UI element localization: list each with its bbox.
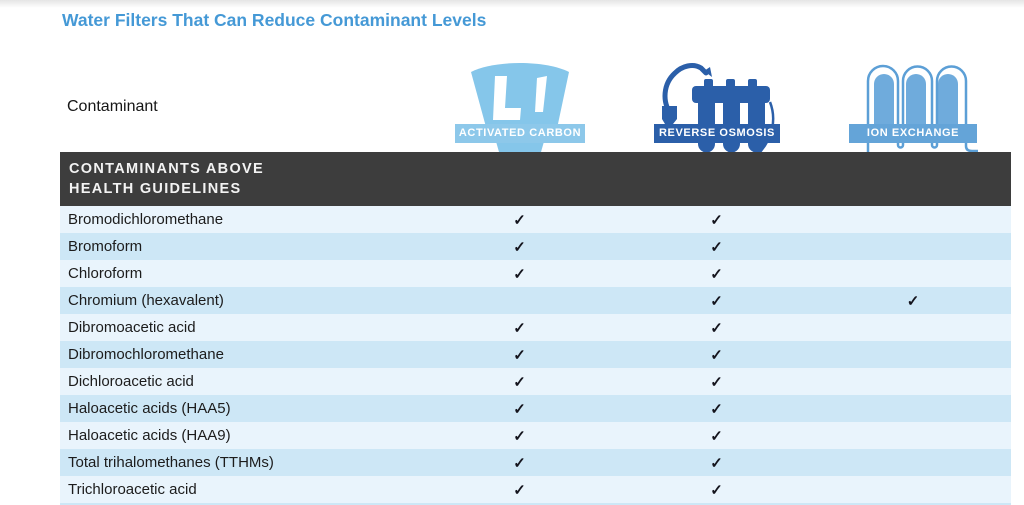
check-activated-carbon: ✓: [513, 319, 526, 337]
section-header-line2: HEALTH GUIDELINES: [69, 181, 242, 197]
check-reverse-osmosis: ✓: [710, 319, 723, 337]
check-activated-carbon: ✓: [513, 211, 526, 229]
contaminant-name: Bromodichloromethane: [68, 211, 224, 228]
section-header: CONTAMINANTS ABOVE HEALTH GUIDELINES: [60, 152, 1011, 206]
table-row: Chromium (hexavalent) ✓ ✓: [60, 287, 1011, 314]
contaminant-name: Dichloroacetic acid: [68, 373, 194, 390]
contaminant-column-header: Contaminant: [67, 98, 158, 115]
contaminant-name: Trichloroacetic acid: [68, 481, 197, 498]
contaminant-name: Dibromochloromethane: [68, 346, 224, 363]
reverse-osmosis-icon: [648, 58, 786, 160]
check-reverse-osmosis: ✓: [710, 454, 723, 472]
check-reverse-osmosis: ✓: [710, 481, 723, 499]
check-activated-carbon: ✓: [513, 265, 526, 283]
table-row: Haloacetic acids (HAA9) ✓ ✓: [60, 422, 1011, 449]
table-row: Trichloroacetic acid ✓ ✓: [60, 476, 1011, 503]
top-shadow: [0, 0, 1024, 8]
check-activated-carbon: ✓: [513, 346, 526, 364]
table-row: Haloacetic acids (HAA5) ✓ ✓: [60, 395, 1011, 422]
contaminant-name: Haloacetic acids (HAA9): [68, 427, 231, 444]
table-row: Bromoform ✓ ✓: [60, 233, 1011, 260]
table-row: Dibromochloromethane ✓ ✓: [60, 341, 1011, 368]
contaminant-name: Haloacetic acids (HAA5): [68, 400, 231, 417]
check-reverse-osmosis: ✓: [710, 373, 723, 391]
ion-exchange-banner: ION EXCHANGE: [849, 124, 977, 143]
table-row: Chloroform ✓ ✓: [60, 260, 1011, 287]
table-row: Dibromoacetic acid ✓ ✓: [60, 314, 1011, 341]
reverse-osmosis-banner: REVERSE OSMOSIS: [654, 124, 780, 143]
check-activated-carbon: ✓: [513, 400, 526, 418]
contaminant-name: Dibromoacetic acid: [68, 319, 196, 336]
check-activated-carbon: ✓: [513, 238, 526, 256]
check-activated-carbon: ✓: [513, 454, 526, 472]
table-row: Bromodichloromethane ✓ ✓: [60, 206, 1011, 233]
check-reverse-osmosis: ✓: [710, 346, 723, 364]
check-reverse-osmosis: ✓: [710, 400, 723, 418]
table-row: Total trihalomethanes (TTHMs) ✓ ✓: [60, 449, 1011, 476]
check-reverse-osmosis: ✓: [710, 292, 723, 310]
check-reverse-osmosis: ✓: [710, 265, 723, 283]
contaminant-name: Chromium (hexavalent): [68, 292, 224, 309]
section-header-line1: CONTAMINANTS ABOVE: [69, 161, 264, 177]
activated-carbon-banner: ACTIVATED CARBON: [455, 124, 585, 143]
check-activated-carbon: ✓: [513, 481, 526, 499]
check-activated-carbon: ✓: [513, 427, 526, 445]
contaminant-name: Total trihalomethanes (TTHMs): [68, 454, 274, 471]
table-row: Dichloroacetic acid ✓ ✓: [60, 368, 1011, 395]
check-activated-carbon: ✓: [513, 373, 526, 391]
page-title: Water Filters That Can Reduce Contaminan…: [62, 10, 487, 30]
table-body: Bromodichloromethane ✓ ✓ Bromoform ✓ ✓ C…: [60, 206, 1011, 505]
contaminant-name: Bromoform: [68, 238, 143, 255]
check-reverse-osmosis: ✓: [710, 427, 723, 445]
check-reverse-osmosis: ✓: [710, 238, 723, 256]
table-row-cutoff: [60, 503, 1011, 505]
check-ion-exchange: ✓: [906, 292, 920, 310]
contaminant-filter-table: CONTAMINANTS ABOVE HEALTH GUIDELINES Bro…: [60, 152, 1011, 505]
ion-exchange-icon: [852, 60, 978, 159]
contaminant-name: Chloroform: [68, 265, 143, 282]
check-reverse-osmosis: ✓: [710, 211, 723, 229]
